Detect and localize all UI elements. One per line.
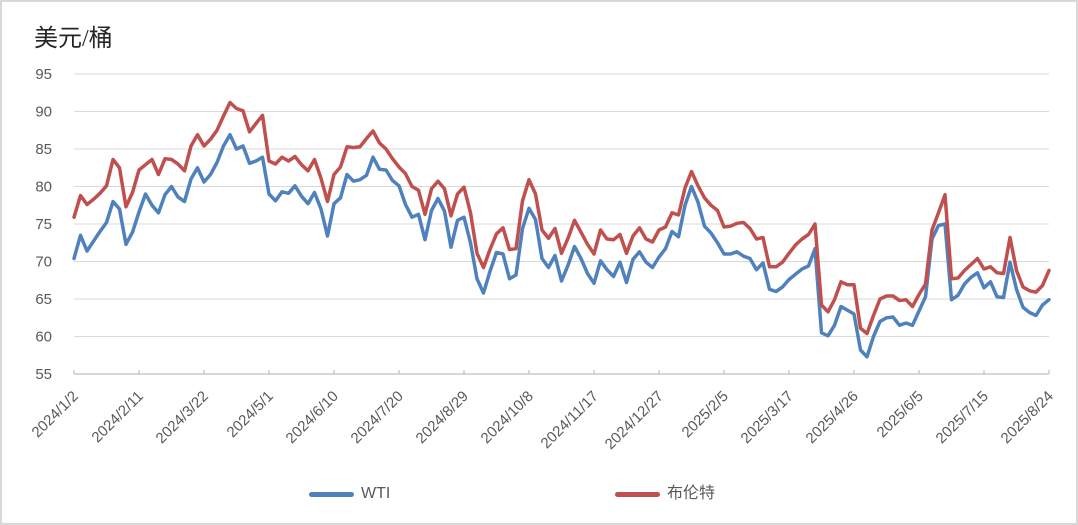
x-axis-tick-label: 2025/4/26 xyxy=(803,388,862,447)
x-axis-tick-label: 2024/2/11 xyxy=(88,388,146,446)
wti-line-swatch xyxy=(309,491,354,497)
y-axis-tick-label: 90 xyxy=(35,104,52,121)
x-axis-tick-label: 2024/3/22 xyxy=(153,388,212,447)
y-axis-tick-label: 95 xyxy=(35,66,52,83)
x-axis-tick-label: 2024/8/29 xyxy=(413,388,472,447)
y-axis-tick-label: 75 xyxy=(35,216,52,233)
wti-line xyxy=(72,132,1051,359)
x-axis-tick-label: 2024/11/17 xyxy=(538,388,602,452)
x-axis-tick-label: 2025/3/17 xyxy=(738,388,797,447)
legend-label-brent: 布伦特 xyxy=(667,485,716,502)
y-axis-tick-label: 80 xyxy=(35,179,52,196)
x-axis-tick-label: 2024/5/1 xyxy=(224,388,277,441)
x-axis-tick-label: 2024/10/8 xyxy=(478,388,537,447)
x-axis-tick-label: 2024/12/27 xyxy=(602,388,667,453)
x-axis-tick-label: 2025/7/15 xyxy=(933,388,992,447)
legend-label-wti: WTI xyxy=(361,485,391,502)
x-axis-tick-label: 2025/8/24 xyxy=(998,388,1057,447)
brent-line-swatch xyxy=(615,491,660,497)
x-axis-tick-label: 2024/7/20 xyxy=(348,388,407,447)
x-axis-tick-label: 2025/2/5 xyxy=(679,388,732,441)
legend-item-wti: WTI xyxy=(309,485,390,503)
x-axis-tick-label: 2024/1/2 xyxy=(29,388,82,441)
brent-line xyxy=(72,100,1051,336)
y-axis-tick-label: 60 xyxy=(35,329,52,346)
x-axis-tick-label: 2024/6/10 xyxy=(283,388,342,447)
y-axis-tick-label: 55 xyxy=(35,366,52,383)
x-axis-tick-label: 2025/6/5 xyxy=(874,388,927,441)
y-axis-tick-label: 65 xyxy=(35,291,52,308)
legend-item-brent: 布伦特 xyxy=(615,485,715,503)
y-axis-tick-label: 85 xyxy=(35,141,52,158)
y-axis-tick-label: 70 xyxy=(35,254,52,271)
y-axis-unit-title: 美元/桶 xyxy=(34,26,113,52)
